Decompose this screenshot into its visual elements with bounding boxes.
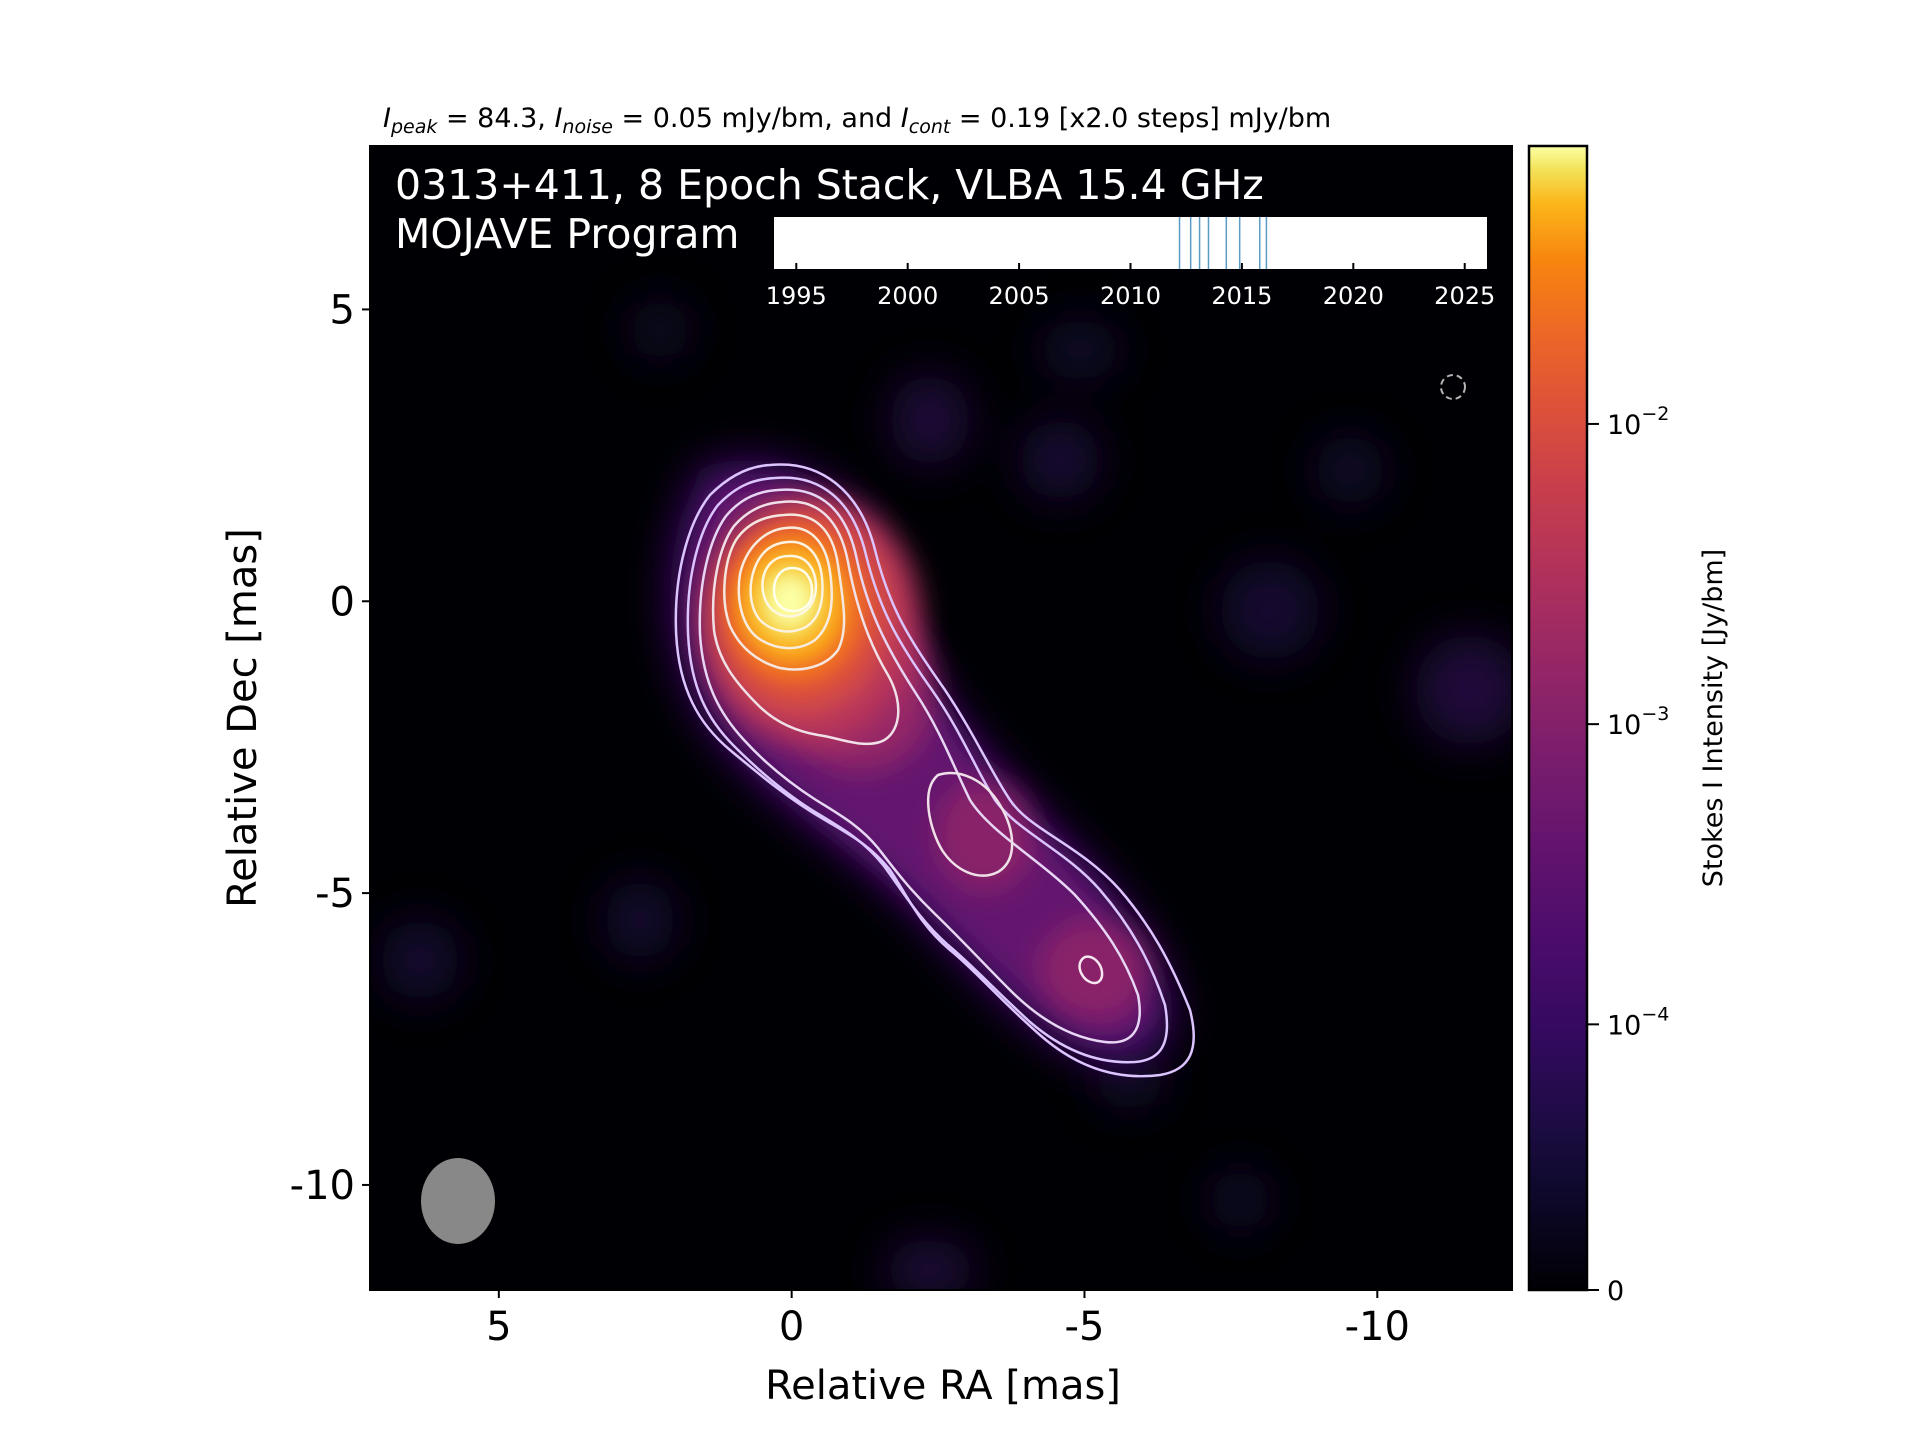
contour-knot-1 [926, 771, 1014, 877]
noise-sub: noise [562, 116, 613, 138]
x-axis: 5 0 -5 -10 [486, 1290, 1410, 1350]
timeline-tick-label: 2010 [1100, 282, 1161, 310]
timeline-tick-label: 2005 [989, 282, 1050, 310]
contours [674, 463, 1195, 1078]
colorbar-tick-base: 10 [1607, 1010, 1641, 1041]
x-tick-label: 0 [779, 1304, 804, 1350]
timeline-tick-label: 1995 [766, 282, 827, 310]
colorbar-tick-label: 10−2 [1607, 403, 1669, 441]
contour-level-4 [711, 500, 900, 746]
cont-var: I [901, 103, 909, 134]
contour-level-9 [772, 566, 814, 613]
map-frame [369, 145, 1513, 1291]
colorbar-label: Stokes I Intensity [Jy/bm] [1698, 549, 1729, 887]
colorbar-gradient [1529, 146, 1587, 1290]
colorbar-tick-base: 0 [1607, 1276, 1624, 1307]
peak-var: I [383, 103, 391, 134]
y-tick-label: 0 [330, 579, 355, 625]
y-tick-label: -10 [290, 1163, 355, 1209]
colorbar-tick-exponent: −2 [1641, 403, 1669, 425]
contour-level-2 [686, 476, 1169, 1064]
colorbar-ticks: 010−410−310−2 [1587, 403, 1669, 1307]
x-tick-label: -10 [1345, 1304, 1410, 1350]
noise-var: I [554, 103, 562, 134]
timeline-box [774, 217, 1487, 269]
contour-level-7 [749, 540, 824, 633]
colorbar-frame [1527, 144, 1589, 1292]
x-axis-label: Relative RA [mas] [765, 1363, 1121, 1409]
peak-text: = 84.3, [437, 103, 554, 134]
map-panel: 0313+411, 8 Epoch Stack, VLBA 15.4 GHz M… [369, 145, 1513, 1291]
colorbar-tick-base: 10 [1607, 710, 1641, 741]
y-tick-label: -5 [315, 871, 355, 917]
timeline-ticks: 1995 2000 2005 2010 2015 2020 2025 [766, 263, 1495, 310]
colorbar-tick-base: 10 [1607, 410, 1641, 441]
contour-level-1 [674, 463, 1195, 1078]
y-tick-label: 5 [330, 287, 355, 333]
contour-knot-2 [1078, 955, 1104, 985]
x-tick-label: 5 [486, 1304, 511, 1350]
colorbar-tick-label: 10−3 [1607, 703, 1669, 741]
epoch-timeline: 1995 2000 2005 2010 2015 2020 2025 [766, 217, 1495, 310]
colorbar-tick-exponent: −3 [1641, 703, 1669, 725]
contour-level-8 [761, 554, 818, 618]
timeline-tick-label: 2000 [877, 282, 938, 310]
colorbar-tick-exponent: −4 [1641, 1003, 1669, 1025]
contour-level-6 [737, 526, 833, 650]
x-tick-label: -5 [1065, 1304, 1105, 1350]
beam-ellipse [421, 1158, 495, 1244]
colorbar: 010−410−310−2 Stokes I Intensity [Jy/bm] [1527, 144, 1729, 1307]
colorbar-tick-label: 10−4 [1607, 1003, 1669, 1041]
intensity-image [380, 300, 1512, 1290]
panel-title-line2: MOJAVE Program [395, 210, 739, 258]
timeline-tick-label: 2025 [1434, 282, 1495, 310]
y-axis: 5 0 -5 -10 [290, 287, 370, 1209]
y-axis-label: Relative Dec [mas] [220, 528, 266, 908]
timeline-tick-label: 2015 [1211, 282, 1272, 310]
cont-sub: cont [909, 116, 952, 138]
contour-level-5 [723, 513, 846, 671]
header-stats: Ipeak = 84.3, Inoise = 0.05 mJy/bm, and … [383, 103, 1331, 138]
cont-text: = 0.19 [x2.0 steps] mJy/bm [950, 103, 1331, 134]
colorbar-tick-label: 0 [1607, 1276, 1624, 1307]
dashed-circle-marker [1440, 374, 1466, 400]
peak-sub: peak [390, 116, 438, 138]
timeline-epochs [1178, 217, 1268, 269]
contour-level-3 [698, 488, 1141, 1044]
panel-title-line1: 0313+411, 8 Epoch Stack, VLBA 15.4 GHz [395, 161, 1264, 209]
noise-text: = 0.05 mJy/bm, and [613, 103, 901, 134]
timeline-tick-label: 2020 [1323, 282, 1384, 310]
